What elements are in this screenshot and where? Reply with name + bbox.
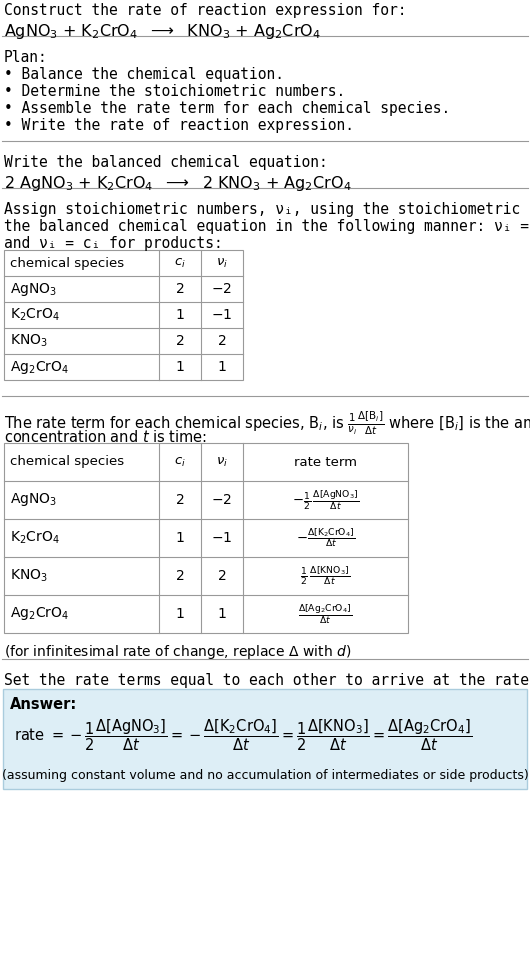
Text: $-\frac{\Delta[\mathrm{K_2CrO_4}]}{\Delta t}$: $-\frac{\Delta[\mathrm{K_2CrO_4}]}{\Delt… bbox=[296, 526, 355, 550]
Text: AgNO$_3$: AgNO$_3$ bbox=[10, 492, 57, 509]
Text: (assuming constant volume and no accumulation of intermediates or side products): (assuming constant volume and no accumul… bbox=[2, 769, 528, 782]
Text: KNO$_3$: KNO$_3$ bbox=[10, 567, 48, 584]
Text: Plan:: Plan: bbox=[4, 50, 48, 65]
Text: $-1$: $-1$ bbox=[211, 308, 233, 322]
Text: chemical species: chemical species bbox=[10, 257, 124, 270]
Text: 1: 1 bbox=[175, 607, 184, 621]
Text: K$_2$CrO$_4$: K$_2$CrO$_4$ bbox=[10, 307, 60, 323]
Text: AgNO$_3$ + K$_2$CrO$_4$  $\longrightarrow$  KNO$_3$ + Ag$_2$CrO$_4$: AgNO$_3$ + K$_2$CrO$_4$ $\longrightarrow… bbox=[4, 22, 321, 41]
Text: 2: 2 bbox=[218, 569, 226, 583]
Text: 2: 2 bbox=[175, 334, 184, 348]
Text: $-2$: $-2$ bbox=[211, 493, 233, 507]
Text: concentration and $t$ is time:: concentration and $t$ is time: bbox=[4, 429, 207, 445]
Text: 1: 1 bbox=[217, 360, 226, 374]
Text: rate term: rate term bbox=[294, 456, 357, 468]
Text: Ag$_2$CrO$_4$: Ag$_2$CrO$_4$ bbox=[10, 359, 69, 375]
Text: Construct the rate of reaction expression for:: Construct the rate of reaction expressio… bbox=[4, 3, 407, 18]
Text: $c_i$: $c_i$ bbox=[174, 456, 186, 468]
Text: 1: 1 bbox=[175, 531, 184, 545]
Text: AgNO$_3$: AgNO$_3$ bbox=[10, 280, 57, 298]
Text: $-1$: $-1$ bbox=[211, 531, 233, 545]
Text: $\frac{1}{2}\,\frac{\Delta[\mathrm{KNO_3}]}{\Delta t}$: $\frac{1}{2}\,\frac{\Delta[\mathrm{KNO_3… bbox=[301, 564, 350, 587]
Text: • Assemble the rate term for each chemical species.: • Assemble the rate term for each chemic… bbox=[4, 101, 450, 116]
Text: K$_2$CrO$_4$: K$_2$CrO$_4$ bbox=[10, 530, 60, 546]
Text: 2: 2 bbox=[175, 493, 184, 507]
Bar bbox=[4, 250, 243, 380]
Text: chemical species: chemical species bbox=[10, 456, 124, 468]
Text: and νᵢ = cᵢ for products:: and νᵢ = cᵢ for products: bbox=[4, 236, 223, 251]
Text: 2 AgNO$_3$ + K$_2$CrO$_4$  $\longrightarrow$  2 KNO$_3$ + Ag$_2$CrO$_4$: 2 AgNO$_3$ + K$_2$CrO$_4$ $\longrightarr… bbox=[4, 174, 351, 193]
Text: Answer:: Answer: bbox=[10, 697, 77, 712]
Text: $-2$: $-2$ bbox=[211, 282, 233, 296]
Text: rate $= -\dfrac{1}{2}\dfrac{\Delta[\mathrm{AgNO_3}]}{\Delta t} = -\dfrac{\Delta[: rate $= -\dfrac{1}{2}\dfrac{\Delta[\math… bbox=[14, 717, 472, 753]
Text: Assign stoichiometric numbers, νᵢ, using the stoichiometric coefficients, cᵢ, fr: Assign stoichiometric numbers, νᵢ, using… bbox=[4, 202, 530, 217]
Text: 2: 2 bbox=[218, 334, 226, 348]
FancyBboxPatch shape bbox=[3, 689, 527, 789]
Text: The rate term for each chemical species, B$_i$, is $\frac{1}{\nu_i}\frac{\Delta[: The rate term for each chemical species,… bbox=[4, 410, 530, 437]
Bar bbox=[4, 443, 408, 633]
Text: • Balance the chemical equation.: • Balance the chemical equation. bbox=[4, 67, 284, 82]
Text: $-\frac{1}{2}\,\frac{\Delta[\mathrm{AgNO_3}]}{\Delta t}$: $-\frac{1}{2}\,\frac{\Delta[\mathrm{AgNO… bbox=[292, 488, 359, 512]
Text: 1: 1 bbox=[217, 607, 226, 621]
Text: $\frac{\Delta[\mathrm{Ag_2CrO_4}]}{\Delta t}$: $\frac{\Delta[\mathrm{Ag_2CrO_4}]}{\Delt… bbox=[298, 603, 352, 626]
Text: the balanced chemical equation in the following manner: νᵢ = −cᵢ for reactants: the balanced chemical equation in the fo… bbox=[4, 219, 530, 234]
Text: 2: 2 bbox=[175, 282, 184, 296]
Text: 1: 1 bbox=[175, 308, 184, 322]
Text: $\nu_i$: $\nu_i$ bbox=[216, 456, 228, 468]
Text: • Write the rate of reaction expression.: • Write the rate of reaction expression. bbox=[4, 118, 354, 133]
Text: Ag$_2$CrO$_4$: Ag$_2$CrO$_4$ bbox=[10, 606, 69, 622]
Text: • Determine the stoichiometric numbers.: • Determine the stoichiometric numbers. bbox=[4, 84, 345, 99]
Text: Write the balanced chemical equation:: Write the balanced chemical equation: bbox=[4, 155, 328, 170]
Text: (for infinitesimal rate of change, replace $\Delta$ with $d$): (for infinitesimal rate of change, repla… bbox=[4, 643, 351, 661]
Text: 1: 1 bbox=[175, 360, 184, 374]
Text: Set the rate terms equal to each other to arrive at the rate expression:: Set the rate terms equal to each other t… bbox=[4, 673, 530, 688]
Text: $c_i$: $c_i$ bbox=[174, 257, 186, 270]
Text: $\nu_i$: $\nu_i$ bbox=[216, 257, 228, 270]
Text: KNO$_3$: KNO$_3$ bbox=[10, 333, 48, 349]
Text: 2: 2 bbox=[175, 569, 184, 583]
